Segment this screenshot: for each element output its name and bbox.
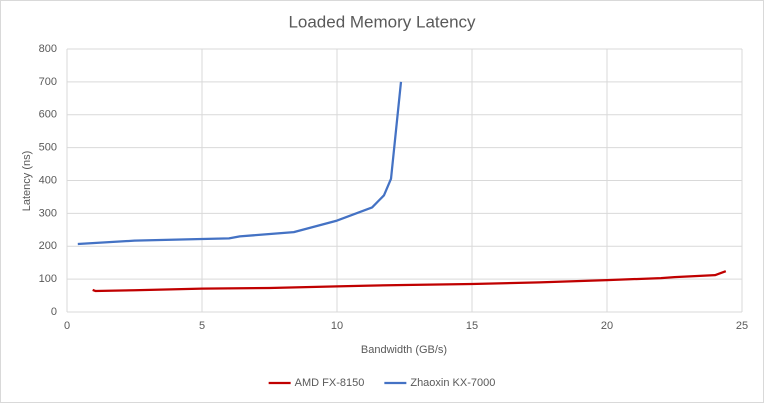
x-axis-title: Bandwidth (GB/s)	[361, 344, 447, 356]
x-tick-label: 0	[64, 320, 70, 332]
y-tick-label: 200	[39, 240, 57, 252]
y-axis-title: Latency (ns)	[21, 151, 33, 212]
x-tick-label: 20	[601, 320, 613, 332]
legend-label: AMD FX-8150	[295, 377, 365, 389]
x-tick-label: 25	[736, 320, 748, 332]
legend-label: Zhaoxin KX-7000	[410, 377, 495, 389]
y-tick-label: 600	[39, 109, 57, 121]
y-tick-label: 700	[39, 76, 57, 88]
chart-title: Loaded Memory Latency	[288, 12, 476, 31]
x-tick-label: 10	[331, 320, 343, 332]
y-tick-label: 800	[39, 43, 57, 55]
x-tick-label: 5	[199, 320, 205, 332]
x-tick-label: 15	[466, 320, 478, 332]
y-tick-label: 500	[39, 142, 57, 154]
y-tick-label: 400	[39, 174, 57, 186]
series-line	[77, 81, 403, 246]
y-tick-label: 0	[51, 306, 57, 318]
series-line	[92, 270, 727, 293]
y-tick-label: 100	[39, 273, 57, 285]
y-tick-label: 300	[39, 207, 57, 219]
